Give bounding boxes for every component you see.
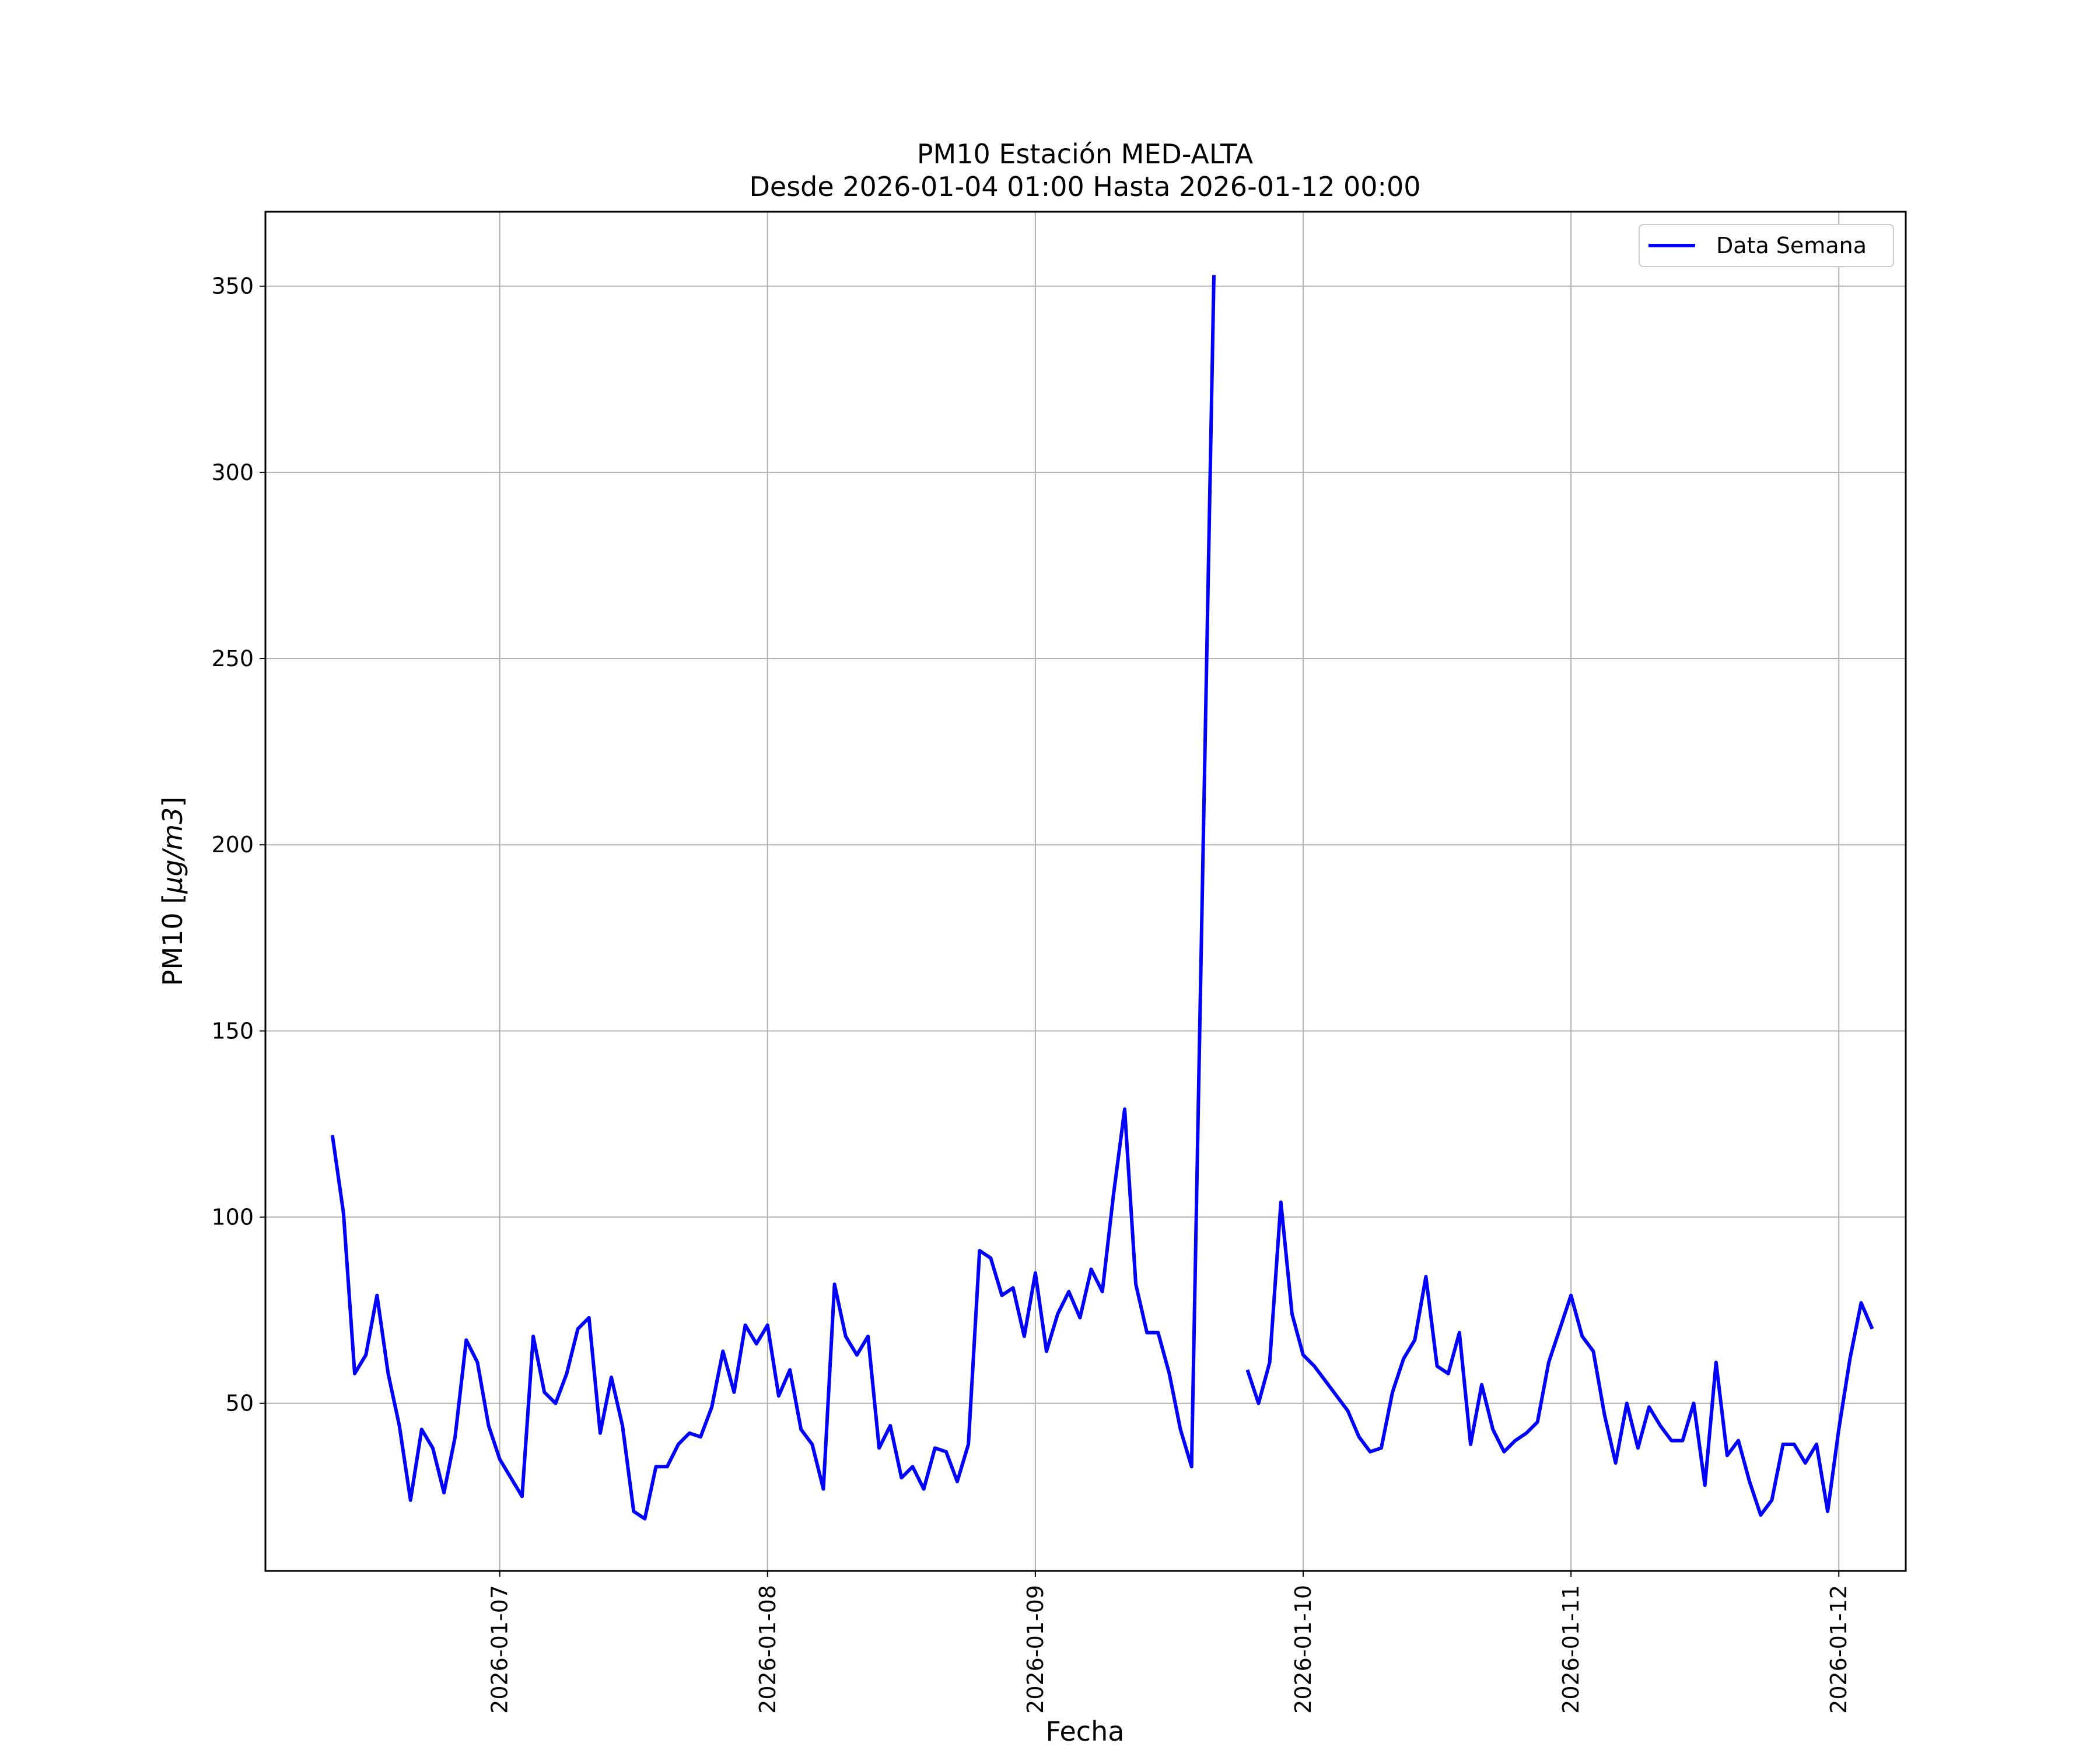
y-tick-label: 350 bbox=[211, 274, 254, 299]
y-axis-label-unit: µg/m3 bbox=[157, 807, 188, 894]
x-tick-label: 2026-01-07 bbox=[487, 1585, 513, 1714]
y-tick-label: 200 bbox=[211, 832, 254, 858]
legend-label-data-semana: Data Semana bbox=[1716, 233, 1867, 258]
plot-frame bbox=[264, 211, 1907, 1572]
chart-title: PM10 Estación MED-ALTA bbox=[917, 138, 1254, 170]
x-tick-label: 2026-01-09 bbox=[1023, 1585, 1048, 1714]
y-axis-label-suffix: ] bbox=[157, 797, 188, 807]
y-tick-label: 300 bbox=[211, 460, 254, 485]
x-tick-label: 2026-01-08 bbox=[755, 1585, 780, 1714]
y-axis-label: PM10 [µg/m3] bbox=[157, 797, 188, 986]
legend: Data Semana bbox=[1639, 224, 1894, 267]
legend-box bbox=[1639, 224, 1894, 267]
y-tick-label: 150 bbox=[211, 1018, 254, 1044]
y-axis-label-prefix: PM10 [ bbox=[157, 894, 188, 986]
x-tick-label: 2026-01-10 bbox=[1290, 1585, 1316, 1714]
x-axis-label: Fecha bbox=[1046, 1716, 1125, 1747]
y-axis-ticks: 50 100 150 200 250 300 350 bbox=[211, 274, 265, 1416]
y-tick-label: 50 bbox=[226, 1391, 254, 1416]
series-line bbox=[330, 275, 1874, 1521]
y-tick-label: 250 bbox=[211, 646, 254, 671]
x-tick-label: 2026-01-11 bbox=[1558, 1585, 1584, 1714]
x-tick-label: 2026-01-12 bbox=[1826, 1585, 1852, 1714]
x-axis-ticks: 2026-01-07 2026-01-08 2026-01-09 2026-01-10… bbox=[487, 1571, 1852, 1714]
y-tick-label: 100 bbox=[211, 1205, 254, 1230]
series-data-semana bbox=[330, 275, 1874, 1521]
chart-subtitle: Desde 2026-01-04 01:00 Hasta 2026-01-12 … bbox=[749, 171, 1420, 202]
grid-lines bbox=[265, 212, 1906, 1571]
